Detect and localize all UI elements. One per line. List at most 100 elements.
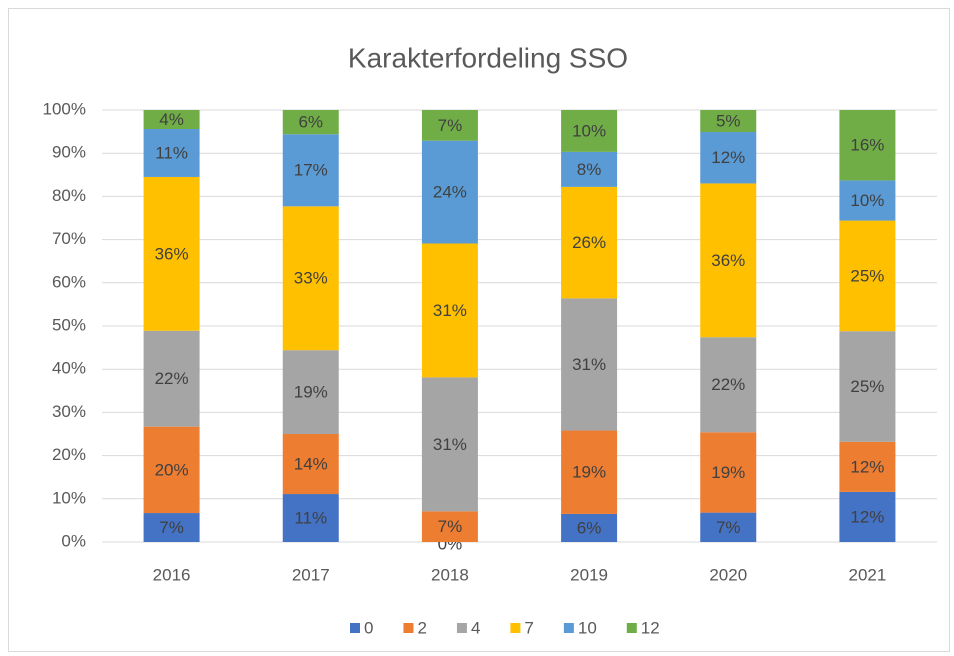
bar-segment	[700, 110, 757, 133]
bar-segment	[561, 186, 618, 299]
x-tick-label: 2016	[153, 565, 191, 584]
value-label: 19%	[711, 463, 745, 482]
value-label: 11%	[294, 509, 327, 528]
bar-segment	[700, 132, 757, 184]
bar-segment	[421, 243, 478, 378]
y-tick-label: 40%	[52, 359, 86, 378]
bar-segment	[839, 441, 896, 492]
value-label: 10%	[572, 121, 606, 140]
value-label: 8%	[577, 160, 602, 179]
value-label: 7%	[438, 517, 463, 536]
bar-segment	[561, 298, 618, 431]
x-tick-label: 2018	[431, 565, 469, 584]
bar-segment	[421, 140, 478, 244]
y-tick-label: 70%	[52, 229, 86, 248]
bar-segment	[700, 512, 757, 542]
bar-segment	[839, 491, 896, 542]
value-label: 14%	[294, 455, 328, 474]
value-label: 17%	[294, 161, 328, 180]
value-label: 36%	[155, 244, 189, 263]
value-label: 25%	[850, 266, 884, 285]
bar-segment	[143, 330, 200, 427]
bar-segment	[143, 426, 200, 514]
x-tick-label: 2019	[570, 565, 608, 584]
bar-segment	[143, 110, 200, 130]
value-label: 12%	[850, 507, 884, 526]
bar-segment	[282, 350, 339, 434]
legend-label: 2	[417, 618, 426, 637]
x-tick-label: 2017	[292, 565, 330, 584]
value-label: 22%	[711, 375, 745, 394]
y-tick-label: 30%	[52, 402, 86, 421]
value-label: 5%	[716, 112, 741, 131]
value-label: 33%	[294, 269, 328, 288]
y-tick-label: 20%	[52, 445, 86, 464]
legend-marker	[563, 623, 574, 633]
y-tick-label: 100%	[43, 99, 86, 118]
value-label: 19%	[572, 463, 606, 482]
legend-marker	[626, 623, 637, 633]
y-tick-label: 60%	[52, 272, 86, 291]
legend-label: 12	[641, 618, 660, 637]
bar-segment	[700, 337, 757, 433]
legend-label: 0	[364, 618, 373, 637]
value-label: 24%	[433, 183, 467, 202]
value-label: 12%	[711, 148, 745, 167]
bar-segment	[700, 432, 757, 513]
x-tick-label: 2021	[849, 565, 887, 584]
bar-segment	[143, 513, 200, 542]
value-label: 11%	[155, 143, 188, 162]
legend-marker	[350, 623, 360, 633]
value-label: 7%	[716, 518, 741, 537]
bar-segment	[282, 434, 339, 495]
value-label: 12%	[850, 457, 884, 476]
bar-segment	[839, 110, 896, 181]
value-label: 16%	[850, 136, 884, 155]
legend-marker	[456, 623, 467, 633]
bar-segment	[421, 377, 478, 512]
value-label: 19%	[294, 383, 328, 402]
bar-segment	[282, 134, 339, 207]
y-tick-label: 10%	[52, 488, 86, 507]
value-label: 10%	[850, 191, 884, 210]
value-label: 20%	[155, 460, 189, 479]
bar-segment	[561, 151, 618, 187]
bar-segment	[282, 494, 339, 542]
value-label: 25%	[850, 377, 884, 396]
legend-label: 10	[578, 618, 597, 637]
value-label: 7%	[438, 116, 463, 135]
legend-label: 7	[524, 618, 533, 637]
bar-segment	[561, 110, 618, 152]
value-label: 36%	[711, 251, 745, 270]
bar-segment	[421, 110, 478, 141]
legend-marker	[510, 623, 521, 633]
bar-segment	[561, 513, 618, 542]
value-label: 6%	[577, 518, 602, 537]
bar-segment	[143, 129, 200, 177]
chart-title: Karakterfordeling SSO	[348, 42, 628, 73]
bar-segment	[839, 220, 896, 332]
value-label: 7%	[159, 518, 184, 537]
bar-segment	[839, 331, 896, 442]
x-tick-label: 2020	[709, 565, 747, 584]
legend-marker	[403, 623, 414, 633]
bar-segment	[839, 180, 896, 221]
value-label: 31%	[433, 435, 467, 454]
value-label: 31%	[433, 301, 467, 320]
bar-segment	[143, 176, 200, 331]
legend-label: 4	[471, 618, 480, 637]
y-tick-label: 90%	[52, 143, 86, 162]
value-label: 22%	[155, 369, 189, 388]
y-tick-label: 80%	[52, 186, 86, 205]
value-label: 4%	[159, 110, 184, 129]
value-label: 6%	[298, 113, 323, 132]
bar-segment	[561, 430, 618, 514]
bar-segment	[282, 206, 339, 351]
bar-segment	[421, 511, 478, 542]
value-label: 26%	[572, 233, 606, 252]
y-tick-label: 0%	[61, 531, 86, 550]
y-tick-label: 50%	[52, 315, 86, 334]
bar-segment	[700, 183, 757, 338]
